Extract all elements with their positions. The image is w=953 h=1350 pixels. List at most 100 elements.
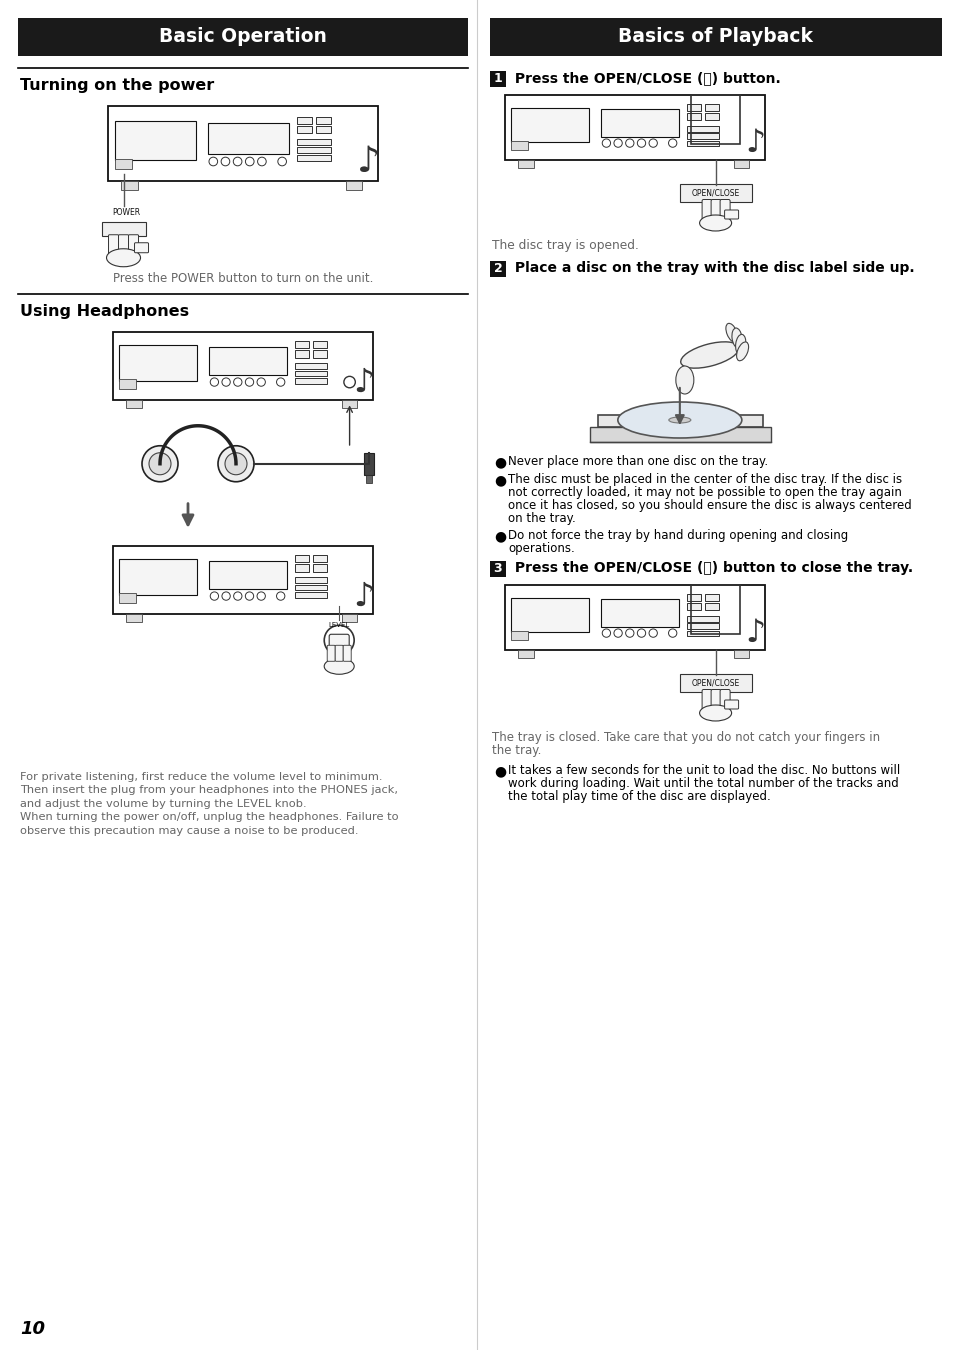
- Bar: [18, 18, 468, 55]
- Text: OPEN/CLOSE: OPEN/CLOSE: [691, 189, 739, 197]
- FancyBboxPatch shape: [598, 414, 762, 427]
- FancyBboxPatch shape: [134, 243, 149, 252]
- Bar: [313, 351, 327, 358]
- Bar: [209, 560, 287, 589]
- Bar: [208, 123, 289, 154]
- Bar: [490, 72, 505, 86]
- Bar: [686, 603, 700, 610]
- Bar: [704, 603, 719, 610]
- Bar: [313, 342, 327, 348]
- Bar: [296, 116, 312, 124]
- Text: LEVEL: LEVEL: [328, 622, 350, 628]
- Bar: [490, 562, 505, 576]
- Text: The tray is closed. Take care that you do not catch your fingers in: The tray is closed. Take care that you d…: [492, 730, 880, 744]
- FancyBboxPatch shape: [679, 674, 751, 693]
- FancyBboxPatch shape: [701, 200, 711, 220]
- Bar: [511, 140, 528, 150]
- Text: Using Headphones: Using Headphones: [20, 304, 189, 319]
- Bar: [294, 378, 327, 383]
- Text: 10: 10: [20, 1320, 45, 1338]
- Bar: [490, 261, 505, 277]
- Bar: [119, 559, 197, 595]
- Bar: [313, 564, 327, 571]
- Text: ●: ●: [494, 764, 506, 778]
- Bar: [119, 594, 136, 603]
- Ellipse shape: [107, 248, 140, 267]
- Text: 3: 3: [493, 563, 502, 575]
- Bar: [294, 585, 327, 590]
- Bar: [294, 555, 309, 563]
- Bar: [733, 649, 749, 657]
- Bar: [101, 221, 146, 236]
- Bar: [366, 475, 372, 483]
- Text: once it has closed, so you should ensure the disc is always centered: once it has closed, so you should ensure…: [507, 500, 911, 512]
- Text: on the tray.: on the tray.: [507, 512, 576, 525]
- Ellipse shape: [725, 324, 737, 342]
- FancyBboxPatch shape: [335, 645, 343, 662]
- Circle shape: [343, 377, 355, 387]
- Bar: [296, 147, 331, 153]
- FancyBboxPatch shape: [129, 235, 138, 255]
- Bar: [517, 649, 533, 657]
- Bar: [294, 363, 327, 369]
- Bar: [313, 555, 327, 563]
- FancyBboxPatch shape: [109, 235, 118, 255]
- Text: Press the POWER button to turn on the unit.: Press the POWER button to turn on the un…: [112, 271, 373, 285]
- Bar: [294, 578, 327, 583]
- Text: Place a disc on the tray with the disc label side up.: Place a disc on the tray with the disc l…: [510, 261, 914, 275]
- Bar: [364, 452, 374, 475]
- FancyBboxPatch shape: [720, 690, 729, 710]
- Circle shape: [149, 452, 171, 475]
- Bar: [504, 95, 764, 161]
- Text: ♪: ♪: [745, 617, 765, 648]
- Bar: [126, 614, 141, 622]
- FancyBboxPatch shape: [710, 690, 720, 710]
- Bar: [119, 379, 136, 389]
- Bar: [294, 371, 327, 377]
- Bar: [490, 18, 941, 55]
- FancyBboxPatch shape: [710, 200, 720, 220]
- FancyBboxPatch shape: [118, 235, 129, 255]
- Bar: [686, 630, 719, 636]
- Bar: [686, 140, 719, 147]
- Circle shape: [225, 452, 247, 475]
- Text: ♪: ♪: [353, 579, 374, 613]
- Text: OPEN/CLOSE: OPEN/CLOSE: [691, 679, 739, 687]
- Bar: [690, 95, 740, 143]
- Bar: [704, 594, 719, 601]
- Ellipse shape: [618, 402, 741, 437]
- FancyBboxPatch shape: [701, 690, 711, 710]
- Text: Press the OPEN/CLOSE (⏫) button to close the tray.: Press the OPEN/CLOSE (⏫) button to close…: [510, 562, 912, 575]
- Bar: [345, 181, 361, 190]
- Text: ●: ●: [494, 529, 506, 543]
- Text: ●: ●: [494, 455, 506, 468]
- Text: and adjust the volume by turning the LEVEL knob.: and adjust the volume by turning the LEV…: [20, 799, 306, 809]
- Text: 2: 2: [493, 262, 502, 275]
- Text: Basics of Playback: Basics of Playback: [618, 27, 813, 46]
- Ellipse shape: [680, 342, 739, 369]
- FancyBboxPatch shape: [720, 200, 729, 220]
- Bar: [296, 126, 312, 134]
- Bar: [704, 104, 719, 111]
- Text: the tray.: the tray.: [492, 744, 540, 757]
- Text: POWER: POWER: [112, 208, 140, 217]
- Bar: [686, 134, 719, 139]
- Bar: [108, 107, 377, 181]
- Text: The disc tray is opened.: The disc tray is opened.: [492, 239, 639, 252]
- Ellipse shape: [699, 215, 731, 231]
- Bar: [294, 564, 309, 571]
- Circle shape: [218, 446, 253, 482]
- Ellipse shape: [324, 659, 354, 674]
- Bar: [686, 113, 700, 120]
- Text: work during loading. Wait until the total number of the tracks and: work during loading. Wait until the tota…: [507, 778, 898, 790]
- Bar: [114, 122, 195, 161]
- Bar: [686, 594, 700, 601]
- Bar: [209, 347, 287, 375]
- Text: not correctly loaded, it may not be possible to open the tray again: not correctly loaded, it may not be poss…: [507, 486, 901, 500]
- Text: It takes a few seconds for the unit to load the disc. No buttons will: It takes a few seconds for the unit to l…: [507, 764, 900, 778]
- Bar: [126, 400, 141, 408]
- Bar: [341, 614, 357, 622]
- Text: ♪: ♪: [353, 366, 374, 398]
- Bar: [296, 139, 331, 146]
- Text: observe this precaution may cause a noise to be produced.: observe this precaution may cause a nois…: [20, 826, 358, 836]
